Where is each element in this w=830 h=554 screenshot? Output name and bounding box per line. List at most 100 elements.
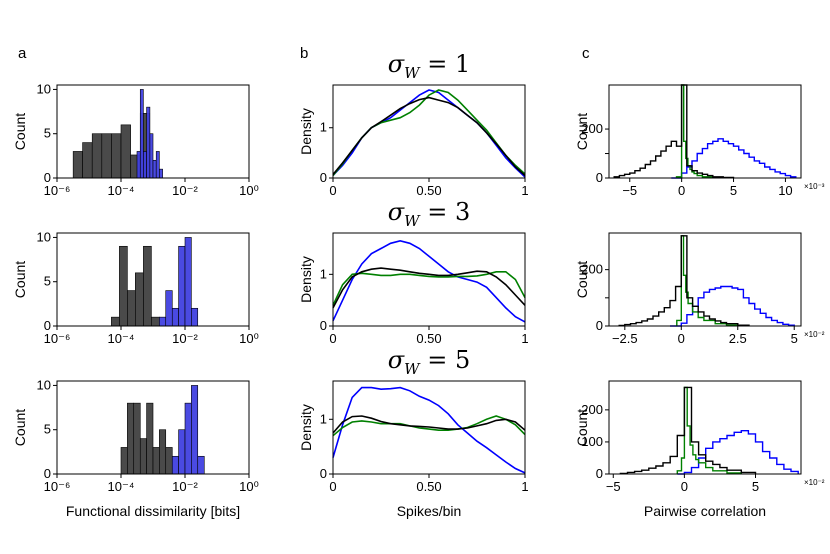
axes-frame: [608, 380, 802, 475]
histogram-bar: [155, 151, 160, 179]
panel-label-b: b: [300, 45, 308, 62]
histogram-bar: [159, 316, 167, 327]
histogram-bar: [91, 133, 103, 179]
histogram-bar: [146, 106, 151, 179]
x-tick-label: 0: [329, 183, 336, 198]
histogram-bar: [146, 402, 154, 475]
histogram-bar: [143, 151, 147, 179]
sigma-subscript: W: [404, 212, 421, 230]
histogram-bar: [101, 133, 112, 179]
x-tick-label: 5: [791, 331, 798, 346]
step-histogram: [677, 430, 799, 475]
offset-label: ×10⁻²: [804, 330, 825, 339]
x-tick-label: 10⁻⁴: [108, 479, 135, 494]
y-tick-label: 0: [320, 466, 327, 481]
x-tick-label: 0.50: [416, 183, 441, 198]
sigma-subscript: W: [404, 360, 421, 378]
chart-4: 0 0.50 1 0 1 Density: [298, 84, 529, 198]
density-line: [332, 89, 526, 177]
sigma-title: σW = 3: [388, 198, 470, 230]
y-tick-label: 200: [581, 121, 603, 136]
histogram-bar: [171, 307, 179, 327]
step-histogram: [676, 235, 739, 326]
histogram-bar: [120, 447, 128, 475]
chart-3: 10⁻⁶ 10⁻⁴ 10⁻² 10⁰ 0 5 10 Count Functional dissi…: [12, 377, 259, 519]
panel-label-a: a: [18, 45, 27, 62]
histogram-bar: [127, 402, 135, 475]
density-line: [332, 415, 526, 434]
histogram-bar: [152, 159, 157, 179]
density-line: [332, 239, 526, 323]
x-tick-label: 10⁻²: [172, 331, 198, 346]
y-axis-label: Density: [298, 404, 314, 451]
y-tick-label: 5: [44, 274, 51, 289]
x-tick-label: 5: [752, 479, 759, 494]
axes-frame: [56, 380, 250, 475]
histogram-bar: [143, 245, 152, 327]
histogram-bar: [184, 237, 192, 327]
step-histogram: [619, 386, 757, 475]
sigma-value: = 3: [420, 198, 471, 226]
y-tick-label: 10: [37, 229, 51, 244]
y-tick-label: 0: [44, 466, 51, 481]
histogram-bar: [159, 429, 167, 475]
y-axis-label: Count: [12, 409, 28, 446]
density-line: [332, 386, 526, 474]
x-tick-label: 2.5: [729, 331, 747, 346]
density-line: [332, 267, 526, 309]
x-tick-label: 10⁻⁴: [108, 331, 135, 346]
x-tick-label: 0: [681, 479, 688, 494]
sigma-symbol: σ: [388, 198, 405, 226]
x-tick-label: −5: [622, 183, 637, 198]
offset-label: ×10⁻²: [804, 478, 825, 487]
histogram-bar: [135, 272, 144, 327]
y-axis-label: Count: [574, 409, 590, 446]
x-tick-label: 0: [678, 331, 685, 346]
chart-5: 0 0.50 1 0 1 Density: [298, 232, 529, 346]
y-tick-label: 200: [581, 262, 603, 277]
y-tick-label: 200: [581, 402, 603, 417]
x-tick-label: 10⁰: [239, 331, 259, 346]
histogram-bar: [72, 151, 83, 179]
step-histogram: [675, 84, 724, 179]
density-line: [332, 89, 526, 178]
offset-label: ×10⁻³: [804, 182, 825, 191]
chart-2: 10⁻⁶ 10⁻⁴ 10⁻² 10⁰ 0 5 10 Count: [12, 229, 259, 346]
histogram-bar: [151, 316, 160, 327]
axes-frame: [332, 84, 526, 179]
axes-frame: [608, 232, 802, 327]
histogram-bar: [111, 133, 122, 179]
x-tick-label: 1: [521, 479, 528, 494]
x-tick-label: 10⁻⁶: [44, 183, 71, 198]
axes-frame: [56, 84, 250, 179]
y-axis-label: Count: [574, 113, 590, 150]
y-tick-label: 0: [596, 318, 603, 333]
histogram-bar: [171, 455, 179, 475]
x-tick-label: 1: [521, 183, 528, 198]
histogram-bar: [136, 151, 141, 179]
y-axis-label: Density: [298, 256, 314, 303]
y-tick-label: 0: [596, 466, 603, 481]
y-tick-label: 1: [320, 120, 327, 135]
histogram-bar: [120, 124, 131, 179]
y-axis-label: Count: [12, 113, 28, 150]
density-line: [332, 271, 526, 306]
y-tick-label: 5: [44, 126, 51, 141]
step-histogram: [676, 386, 742, 474]
x-axis-label: Pairwise correlation: [644, 503, 766, 519]
y-tick-label: 0: [596, 170, 603, 185]
x-tick-label: −2.5: [612, 331, 638, 346]
x-tick-label: 0.50: [416, 331, 441, 346]
sigma-symbol: σ: [388, 346, 405, 374]
y-tick-label: 1: [320, 266, 327, 281]
x-tick-label: 0: [329, 479, 336, 494]
histogram-bar: [133, 402, 141, 475]
axes-frame: [608, 84, 802, 179]
step-histogram: [671, 138, 797, 179]
x-tick-label: 10⁰: [239, 183, 259, 198]
histogram-bar: [184, 402, 192, 475]
x-tick-label: −5: [606, 479, 621, 494]
